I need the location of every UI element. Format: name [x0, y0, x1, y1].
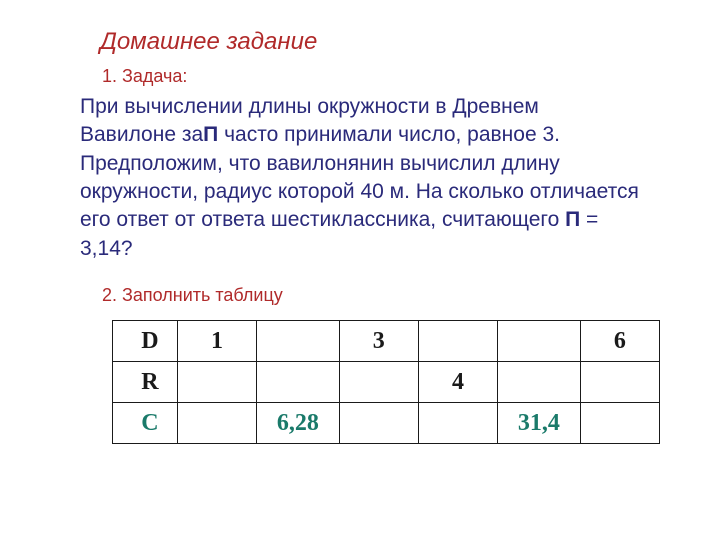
cell-c-4: 31,4 [498, 403, 580, 444]
table-row-c: C 6,28 31,4 [113, 403, 660, 444]
cell-r-3: 4 [418, 362, 497, 403]
cell-r-1 [257, 362, 339, 403]
pi-symbol-2: П [565, 208, 580, 231]
cell-d-2: 3 [339, 321, 418, 362]
row-header-c: C [113, 403, 178, 444]
cell-d-4 [498, 321, 580, 362]
problem-text: При вычислении длины окружности в Древне… [80, 93, 640, 263]
cell-c-2 [339, 403, 418, 444]
pi-symbol-1: П [203, 123, 218, 146]
page-title: Домашнее задание [100, 28, 660, 56]
cell-c-1: 6,28 [257, 403, 339, 444]
task1-label: 1. Задача: [102, 66, 660, 87]
cell-d-1 [257, 321, 339, 362]
cell-r-0 [177, 362, 256, 403]
cell-d-3 [418, 321, 497, 362]
row-header-d: D [113, 321, 178, 362]
row-header-r: R [113, 362, 178, 403]
cell-d-0: 1 [177, 321, 256, 362]
data-table: D 1 3 6 R 4 C 6,28 31,4 [112, 320, 660, 444]
task2-label: 2. Заполнить таблицу [102, 285, 660, 306]
cell-r-2 [339, 362, 418, 403]
cell-r-5 [580, 362, 659, 403]
cell-r-4 [498, 362, 580, 403]
cell-d-5: 6 [580, 321, 659, 362]
cell-c-3 [418, 403, 497, 444]
cell-c-5 [580, 403, 659, 444]
table-row-d: D 1 3 6 [113, 321, 660, 362]
page: Домашнее задание 1. Задача: При вычислен… [0, 0, 720, 444]
table-row-r: R 4 [113, 362, 660, 403]
cell-c-0 [177, 403, 256, 444]
